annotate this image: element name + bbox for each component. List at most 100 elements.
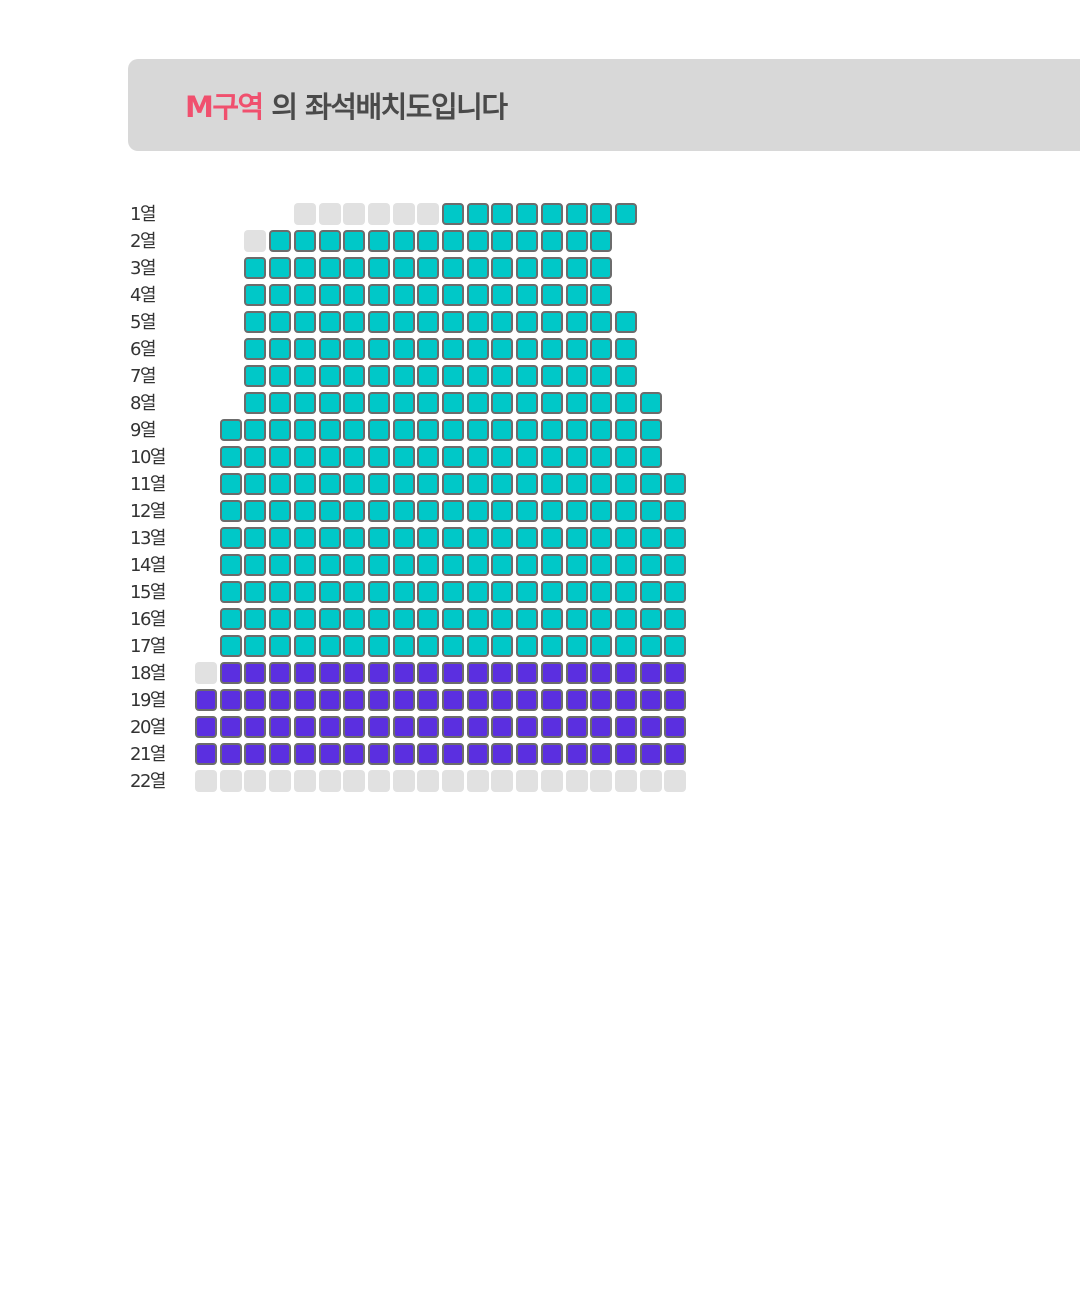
- seat-teal[interactable]: [294, 446, 316, 468]
- seat-teal[interactable]: [516, 554, 538, 576]
- seat-purple[interactable]: [417, 716, 439, 738]
- seat-teal[interactable]: [640, 419, 662, 441]
- seat-teal[interactable]: [368, 311, 390, 333]
- seat-purple[interactable]: [294, 716, 316, 738]
- seat-teal[interactable]: [590, 608, 612, 630]
- seat-teal[interactable]: [491, 284, 513, 306]
- seat-teal[interactable]: [467, 635, 489, 657]
- seat-teal[interactable]: [590, 230, 612, 252]
- seat-teal[interactable]: [491, 608, 513, 630]
- seat-teal[interactable]: [319, 257, 341, 279]
- seat-teal[interactable]: [319, 230, 341, 252]
- seat-teal[interactable]: [294, 257, 316, 279]
- seat-teal[interactable]: [467, 257, 489, 279]
- seat-teal[interactable]: [343, 473, 365, 495]
- seat-teal[interactable]: [516, 635, 538, 657]
- seat-teal[interactable]: [417, 635, 439, 657]
- seat-teal[interactable]: [269, 419, 291, 441]
- seat-teal[interactable]: [615, 203, 637, 225]
- seat-teal[interactable]: [368, 419, 390, 441]
- seat-teal[interactable]: [244, 500, 266, 522]
- seat-purple[interactable]: [244, 716, 266, 738]
- seat-teal[interactable]: [516, 500, 538, 522]
- seat-purple[interactable]: [590, 743, 612, 765]
- seat-teal[interactable]: [467, 581, 489, 603]
- seat-teal[interactable]: [417, 473, 439, 495]
- seat-teal[interactable]: [491, 446, 513, 468]
- seat-teal[interactable]: [417, 392, 439, 414]
- seat-purple[interactable]: [516, 689, 538, 711]
- seat-teal[interactable]: [615, 527, 637, 549]
- seat-teal[interactable]: [368, 257, 390, 279]
- seat-teal[interactable]: [516, 365, 538, 387]
- seat-teal[interactable]: [467, 500, 489, 522]
- seat-teal[interactable]: [294, 554, 316, 576]
- seat-teal[interactable]: [615, 392, 637, 414]
- seat-teal[interactable]: [442, 500, 464, 522]
- seat-teal[interactable]: [516, 527, 538, 549]
- seat-teal[interactable]: [244, 446, 266, 468]
- seat-teal[interactable]: [516, 311, 538, 333]
- seat-teal[interactable]: [343, 554, 365, 576]
- seat-teal[interactable]: [269, 527, 291, 549]
- seat-teal[interactable]: [417, 311, 439, 333]
- seat-purple[interactable]: [343, 716, 365, 738]
- seat-purple[interactable]: [640, 662, 662, 684]
- seat-teal[interactable]: [343, 284, 365, 306]
- seat-teal[interactable]: [590, 527, 612, 549]
- seat-purple[interactable]: [319, 689, 341, 711]
- seat-teal[interactable]: [467, 284, 489, 306]
- seat-teal[interactable]: [566, 446, 588, 468]
- seat-teal[interactable]: [590, 635, 612, 657]
- seat-teal[interactable]: [294, 284, 316, 306]
- seat-teal[interactable]: [319, 500, 341, 522]
- seat-purple[interactable]: [516, 662, 538, 684]
- seat-teal[interactable]: [664, 500, 686, 522]
- seat-purple[interactable]: [244, 689, 266, 711]
- seat-teal[interactable]: [319, 392, 341, 414]
- seat-teal[interactable]: [393, 608, 415, 630]
- seat-teal[interactable]: [516, 203, 538, 225]
- seat-teal[interactable]: [442, 419, 464, 441]
- seat-purple[interactable]: [491, 662, 513, 684]
- seat-purple[interactable]: [343, 743, 365, 765]
- seat-teal[interactable]: [541, 446, 563, 468]
- seat-teal[interactable]: [442, 446, 464, 468]
- seat-teal[interactable]: [269, 635, 291, 657]
- seat-purple[interactable]: [640, 689, 662, 711]
- seat-teal[interactable]: [442, 338, 464, 360]
- seat-teal[interactable]: [590, 581, 612, 603]
- seat-purple[interactable]: [269, 689, 291, 711]
- seat-teal[interactable]: [269, 257, 291, 279]
- seat-teal[interactable]: [393, 284, 415, 306]
- seat-teal[interactable]: [640, 554, 662, 576]
- seat-purple[interactable]: [590, 716, 612, 738]
- seat-teal[interactable]: [294, 581, 316, 603]
- seat-teal[interactable]: [640, 392, 662, 414]
- seat-teal[interactable]: [319, 419, 341, 441]
- seat-teal[interactable]: [566, 203, 588, 225]
- seat-purple[interactable]: [491, 743, 513, 765]
- seat-teal[interactable]: [467, 230, 489, 252]
- seat-teal[interactable]: [417, 365, 439, 387]
- seat-teal[interactable]: [220, 635, 242, 657]
- seat-teal[interactable]: [566, 581, 588, 603]
- seat-purple[interactable]: [566, 743, 588, 765]
- seat-teal[interactable]: [566, 257, 588, 279]
- seat-teal[interactable]: [615, 311, 637, 333]
- seat-teal[interactable]: [220, 527, 242, 549]
- seat-teal[interactable]: [640, 581, 662, 603]
- seat-teal[interactable]: [442, 635, 464, 657]
- seat-teal[interactable]: [294, 311, 316, 333]
- seat-teal[interactable]: [294, 500, 316, 522]
- seat-teal[interactable]: [516, 338, 538, 360]
- seat-teal[interactable]: [590, 392, 612, 414]
- seat-teal[interactable]: [393, 473, 415, 495]
- seat-purple[interactable]: [294, 662, 316, 684]
- seat-teal[interactable]: [566, 284, 588, 306]
- seat-purple[interactable]: [615, 743, 637, 765]
- seat-teal[interactable]: [590, 365, 612, 387]
- seat-teal[interactable]: [442, 608, 464, 630]
- seat-teal[interactable]: [516, 581, 538, 603]
- seat-teal[interactable]: [343, 338, 365, 360]
